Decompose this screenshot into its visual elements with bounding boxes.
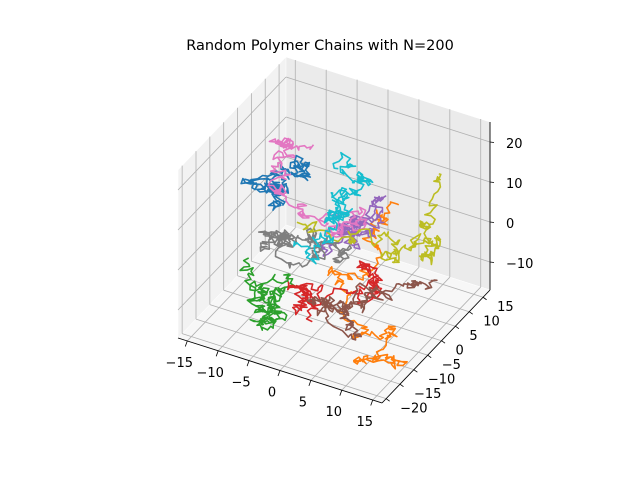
chain-line-3 bbox=[239, 257, 297, 332]
polymer-chains bbox=[239, 137, 442, 370]
y-tick-label: 10 bbox=[483, 315, 500, 330]
y-grid-line bbox=[182, 333, 387, 400]
chain-line-10 bbox=[292, 151, 374, 265]
x-tick-label: −5 bbox=[232, 376, 251, 391]
x-tick-label-mark bbox=[215, 350, 219, 357]
y-tick-label-mark bbox=[385, 398, 390, 402]
y-tick-label-mark bbox=[413, 369, 418, 373]
x-tick-label: 0 bbox=[268, 386, 276, 401]
y-tick-label-mark bbox=[455, 325, 460, 330]
y-tick-label: −15 bbox=[414, 387, 441, 402]
x-tick-label: 15 bbox=[356, 415, 373, 430]
z-grid-line bbox=[177, 116, 287, 231]
z-tick-label: 20 bbox=[506, 137, 523, 152]
x-tick-label-mark bbox=[277, 370, 281, 377]
y-tick-label: 5 bbox=[469, 329, 477, 344]
x-tick-label: −10 bbox=[196, 366, 223, 381]
y-grid-line bbox=[195, 318, 401, 385]
z-tick-label: −10 bbox=[506, 257, 533, 272]
y-tick-label-mark bbox=[399, 383, 404, 387]
z-grid-line bbox=[285, 116, 491, 183]
x-tick-label-mark bbox=[370, 399, 374, 406]
z-tick-label: 10 bbox=[506, 177, 523, 192]
x-tick-label: 5 bbox=[299, 395, 307, 410]
axis-panes bbox=[177, 56, 491, 404]
y-tick-label: −20 bbox=[400, 402, 427, 417]
z-grid-line bbox=[285, 156, 491, 223]
chart-title: Random Polymer Chains with N=200 bbox=[186, 38, 454, 54]
y-tick-label: −10 bbox=[428, 373, 455, 388]
chain-line-5 bbox=[315, 195, 387, 257]
y-tick-label: 15 bbox=[497, 300, 514, 315]
z-tick-label-mark bbox=[489, 141, 495, 143]
x-tick-label-mark bbox=[184, 340, 188, 347]
y-grid-line bbox=[209, 304, 414, 371]
z-grid-line bbox=[177, 76, 287, 191]
chain-line-4 bbox=[286, 260, 383, 323]
y-grid-line bbox=[278, 231, 484, 298]
z-tick-label-mark bbox=[489, 221, 495, 223]
y-tick-label: −5 bbox=[442, 358, 461, 373]
y-grid-line bbox=[265, 246, 470, 313]
x-tick-label-mark bbox=[308, 380, 312, 386]
chain-line-7 bbox=[267, 137, 368, 238]
y-tick-label: 0 bbox=[456, 344, 464, 359]
x-tick-label: −15 bbox=[166, 356, 193, 371]
x-tick-label-mark bbox=[339, 390, 343, 396]
z-tick-label-mark bbox=[489, 261, 495, 263]
z-tick-label-mark bbox=[489, 181, 495, 183]
x-tick-label: 10 bbox=[326, 405, 343, 420]
z-grid-line bbox=[177, 196, 287, 311]
chain-line-9 bbox=[296, 173, 442, 266]
y-tick-label-mark bbox=[468, 311, 473, 315]
z-grid-line bbox=[285, 196, 491, 263]
z-tick-label: 0 bbox=[506, 217, 514, 232]
chain-line-6 bbox=[306, 279, 438, 341]
y-tick-label-mark bbox=[441, 340, 446, 344]
y-tick-label-mark bbox=[482, 296, 487, 301]
x-tick-label-mark bbox=[246, 360, 250, 367]
z-grid-line bbox=[285, 76, 491, 143]
y-tick-label-mark bbox=[427, 354, 432, 359]
